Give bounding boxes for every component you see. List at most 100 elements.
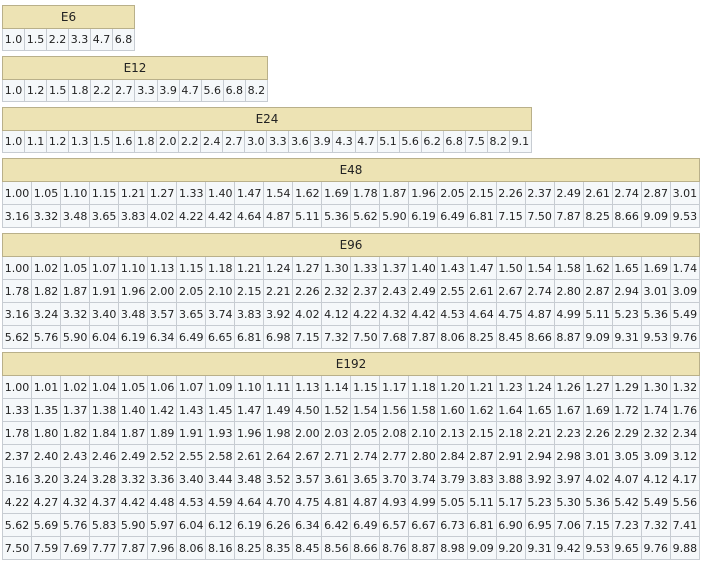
value-cell: 2.74	[350, 444, 381, 468]
value-row: 3.16 3.24 3.32 3.40 3.48 3.57 3.65 3.74 3.83 3.92…	[1, 302, 701, 326]
value-cell: 1.01	[31, 375, 62, 399]
value-cell: 2.32	[321, 279, 352, 303]
value-cell: 2.2	[90, 79, 114, 102]
value-cell: 1.54	[263, 181, 294, 205]
value-cell: 2.74	[524, 279, 555, 303]
value-cell: 8.87	[553, 325, 584, 349]
value-cell: 1.67	[553, 398, 584, 422]
value-cell: 2.21	[524, 421, 555, 445]
value-cell: 1.62	[582, 256, 613, 280]
value-cell: 5.83	[89, 513, 120, 537]
value-cell: 1.96	[234, 421, 265, 445]
value-cell: 3.48	[118, 302, 149, 326]
series-table: E6 1.0 1.5 2.2 3.3 4.7 6.8	[2, 5, 135, 51]
value-cell: 5.05	[437, 490, 468, 514]
value-cell: 2.74	[611, 181, 642, 205]
value-cell: 9.65	[611, 536, 642, 560]
value-cell: 2.43	[60, 444, 91, 468]
value-row: 5.62 5.69 5.76 5.83 5.90 5.97 6.04 6.12 6.19 6.26…	[1, 513, 701, 537]
series-table: E24 1.0 1.1 1.2 1.3 1.5 1.6 1.8 2.0 2.2 2.4 2.7 3.0 3…	[1, 107, 533, 153]
value-cell: 1.33	[350, 256, 381, 280]
value-cell: 1.49	[263, 398, 294, 422]
value-cell: 4.12	[321, 302, 352, 326]
value-cell: 8.98	[437, 536, 468, 560]
value-cell: 4.27	[31, 490, 62, 514]
value-cell: 8.16	[205, 536, 236, 560]
value-cell: 4.87	[350, 490, 381, 514]
value-cell: 5.6	[398, 130, 422, 153]
value-cell: 1.29	[611, 375, 642, 399]
value-cell: 2.61	[582, 181, 613, 205]
value-cell: 6.8	[222, 79, 246, 102]
value-cell: 8.06	[176, 536, 207, 560]
value-cell: 1.13	[292, 375, 323, 399]
value-cell: 1.00	[1, 256, 33, 280]
value-cell: 3.48	[60, 204, 91, 228]
value-cell: 1.8	[68, 79, 92, 102]
value-cell: 2.2	[46, 28, 69, 51]
value-cell: 3.70	[379, 467, 410, 491]
value-cell: 4.42	[118, 490, 149, 514]
value-cell: 6.19	[118, 325, 149, 349]
value-cell: 1.14	[321, 375, 352, 399]
value-cell: 9.53	[669, 204, 701, 228]
value-cell: 2.58	[205, 444, 236, 468]
value-cell: 1.43	[437, 256, 468, 280]
value-cell: 2.21	[263, 279, 294, 303]
value-cell: 2.13	[437, 421, 468, 445]
value-row: 4.22 4.27 4.32 4.37 4.42 4.48 4.53 4.59 4.64 4.70…	[1, 490, 701, 514]
value-cell: 4.12	[640, 467, 671, 491]
value-cell: 1.50	[495, 256, 526, 280]
value-cell: 4.93	[379, 490, 410, 514]
value-cell: 4.87	[263, 204, 294, 228]
value-cell: 2.26	[495, 181, 526, 205]
value-cell: 1.47	[234, 181, 265, 205]
value-cell: 2.37	[524, 181, 555, 205]
value-cell: 7.23	[611, 513, 642, 537]
value-cell: 3.16	[1, 302, 33, 326]
value-cell: 2.15	[466, 181, 497, 205]
value-cell: 6.8	[442, 130, 466, 153]
value-cell: 3.32	[31, 204, 62, 228]
value-cell: 4.64	[234, 204, 265, 228]
value-cell: 3.48	[234, 467, 265, 491]
value-cell: 1.3	[68, 130, 92, 153]
value-cell: 6.26	[263, 513, 294, 537]
value-cell: 4.32	[379, 302, 410, 326]
value-cell: 9.53	[582, 536, 613, 560]
value-cell: 1.58	[553, 256, 584, 280]
value-cell: 6.95	[524, 513, 555, 537]
value-cell: 3.01	[640, 279, 671, 303]
value-cell: 1.78	[1, 279, 33, 303]
value-cell: 2.87	[582, 279, 613, 303]
value-cell: 1.27	[582, 375, 613, 399]
value-cell: 3.65	[350, 467, 381, 491]
value-cell: 1.02	[60, 375, 91, 399]
value-cell: 1.40	[118, 398, 149, 422]
value-cell: 6.04	[176, 513, 207, 537]
value-cell: 1.07	[89, 256, 120, 280]
value-row: 1.00 1.05 1.10 1.15 1.21 1.27 1.33 1.40 1.47 1.54…	[1, 181, 701, 205]
value-cell: 7.69	[60, 536, 91, 560]
value-cell: 6.67	[408, 513, 439, 537]
value-cell: 1.00	[1, 375, 33, 399]
value-cell: 2.87	[640, 181, 671, 205]
value-cell: 4.02	[292, 302, 323, 326]
value-cell: 7.15	[292, 325, 323, 349]
value-cell: 1.23	[495, 375, 526, 399]
value-cell: 8.66	[350, 536, 381, 560]
value-cell: 8.45	[292, 536, 323, 560]
value-cell: 5.76	[60, 513, 91, 537]
value-cell: 3.32	[118, 467, 149, 491]
value-cell: 6.57	[379, 513, 410, 537]
value-cell: 2.26	[582, 421, 613, 445]
value-cell: 1.21	[234, 256, 265, 280]
value-cell: 4.42	[205, 204, 236, 228]
value-cell: 5.17	[495, 490, 526, 514]
value-cell: 7.50	[1, 536, 33, 560]
value-cell: 5.76	[31, 325, 62, 349]
value-cell: 1.13	[147, 256, 178, 280]
value-row: 1.78 1.82 1.87 1.91 1.96 2.00 2.05 2.10 2.15 2.21…	[1, 279, 701, 303]
value-cell: 2.61	[234, 444, 265, 468]
value-cell: 1.2	[24, 79, 48, 102]
